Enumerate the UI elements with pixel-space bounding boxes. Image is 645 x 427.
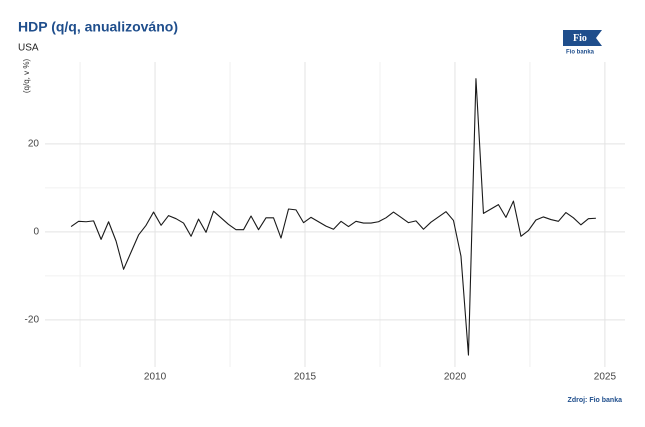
- x-tick-label: 2010: [144, 372, 167, 383]
- logo-text: Fio: [573, 33, 587, 44]
- y-axis-label: (q/q, v %): [22, 59, 31, 94]
- x-tick-label: 2015: [294, 372, 317, 383]
- chart-title: HDP (q/q, anualizováno): [18, 19, 178, 35]
- chart-subtitle: USA: [18, 43, 39, 54]
- y-tick-label: 0: [33, 227, 39, 238]
- data-line: [70, 78, 596, 356]
- x-tick-label: 2025: [594, 372, 617, 383]
- logo-caption: Fio banka: [566, 50, 595, 56]
- y-tick-label: 20: [28, 139, 40, 150]
- logo: Fio Fio banka: [563, 30, 602, 56]
- source: Zdroj: Fio banka: [568, 397, 623, 404]
- x-tick-label: 2020: [444, 372, 467, 383]
- y-tick-label: -20: [25, 315, 40, 326]
- logo-flag: [563, 30, 602, 46]
